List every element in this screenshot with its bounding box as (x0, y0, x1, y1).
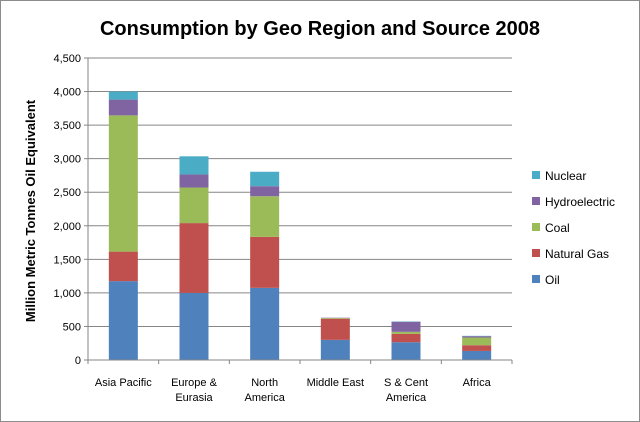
bar-segment (108, 281, 138, 360)
bar-segment (320, 318, 350, 340)
y-tick-label: 1,000 (53, 288, 81, 300)
bar-segment (250, 196, 280, 237)
bar-segment (462, 345, 492, 351)
x-tick-label: North (251, 377, 278, 389)
legend: Nuclear Hydroelectric Coal Natural Gas Oil (532, 169, 615, 287)
legend-swatch (532, 223, 540, 231)
legend-swatch (532, 197, 540, 205)
bar-segment (391, 321, 421, 332)
bar-segment (250, 186, 280, 197)
x-tick-label: America (386, 392, 427, 404)
x-tick-label: America (244, 392, 285, 404)
bar-segment (108, 115, 138, 252)
bar-segment (179, 156, 209, 175)
y-axis-label: Million Metric Tonnes Oil Equivalent (23, 99, 38, 322)
axes (87, 58, 512, 361)
x-tick-label: Africa (463, 377, 492, 389)
bar-segment (250, 171, 280, 187)
legend-swatch (532, 275, 540, 283)
legend-label: Nuclear (545, 169, 586, 183)
bar-segment (250, 287, 280, 360)
y-tick-label: 0 (75, 355, 81, 367)
bar-segment (320, 318, 350, 319)
x-tick-label: Europe & (171, 377, 218, 389)
bar-segment (108, 99, 138, 116)
x-tick-label: Middle East (307, 377, 364, 389)
bar-segment (391, 331, 421, 334)
bar-segment (179, 174, 209, 188)
x-tick-label: Eurasia (175, 392, 213, 404)
bar-segment (108, 91, 138, 100)
y-tick-label: 2,500 (53, 187, 81, 199)
y-tick-label: 4,000 (53, 87, 81, 99)
bar-segment (179, 187, 209, 224)
bar-segment (250, 236, 280, 288)
legend-label: Hydroelectric (545, 195, 615, 209)
bar-segment (179, 223, 209, 293)
y-tick-label: 500 (63, 321, 81, 333)
bar-segment (108, 251, 138, 282)
y-tick-label: 2,000 (53, 221, 81, 233)
y-axis-ticks: 0 500 1,000 1,500 2,000 2,500 3,000 3,500 4,000 4… (53, 53, 88, 367)
legend-label: Coal (545, 221, 570, 235)
bar-segment (391, 342, 421, 360)
bar-segment (179, 292, 209, 360)
chart-title: Consumption by Geo Region and Source 200… (100, 18, 540, 40)
y-tick-label: 3,000 (53, 154, 81, 166)
bar-segment (462, 336, 492, 338)
bar-segment (462, 350, 492, 360)
legend-swatch (532, 171, 540, 179)
legend-swatch (532, 249, 540, 257)
gridlines (88, 57, 512, 327)
y-tick-label: 1,500 (53, 254, 81, 266)
bar-segment (320, 339, 350, 360)
y-tick-label: 4,500 (53, 53, 81, 65)
x-tick-label: S & Cent (384, 377, 428, 389)
bar-segment (462, 337, 492, 346)
y-tick-label: 3,500 (53, 120, 81, 132)
legend-label: Natural Gas (545, 247, 609, 261)
bar-segment (391, 333, 421, 343)
bars (108, 91, 492, 360)
x-tick-label: Asia Pacific (95, 377, 152, 389)
x-axis-ticks: Asia Pacific Europe & Eurasia North America M… (87, 360, 513, 404)
legend-label: Oil (545, 273, 560, 287)
